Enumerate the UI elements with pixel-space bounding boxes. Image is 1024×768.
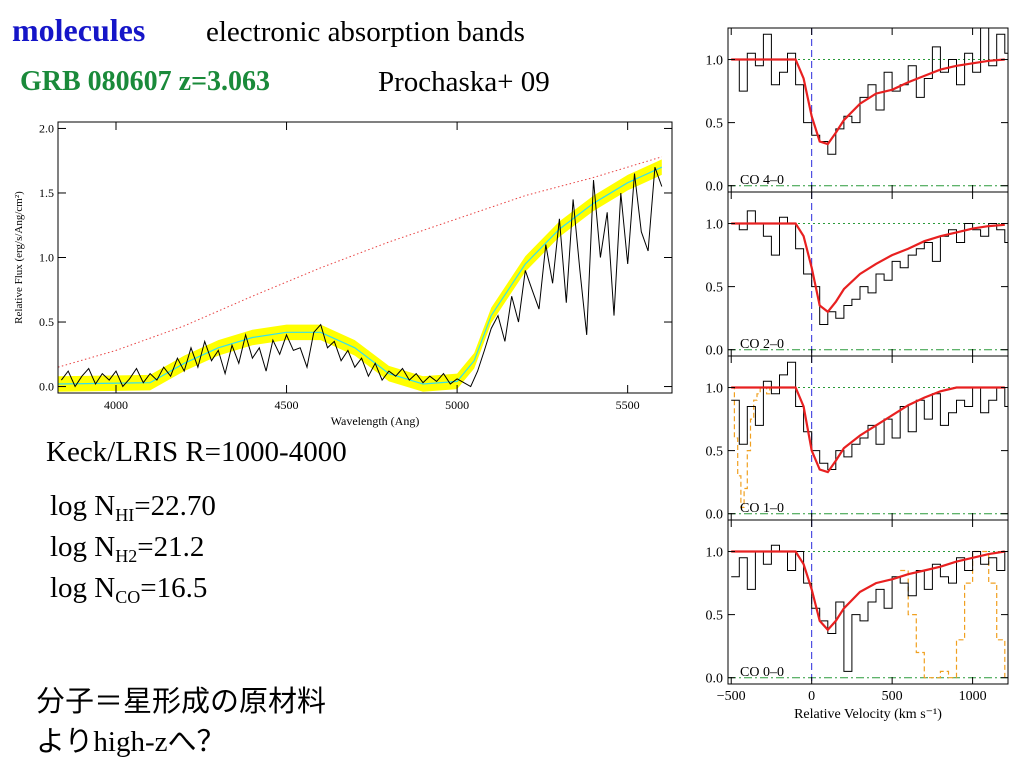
co-panel: 0.0 0.5 1.0 CO 2–0 (706, 191, 1009, 359)
log-sub: H2 (115, 546, 138, 566)
co-panel: 0.0 0.5 1.0 CO 0–0 (706, 519, 1009, 687)
y-tick-label: 0.5 (706, 281, 724, 296)
co-panel-label: CO 1–0 (740, 501, 784, 516)
log-sub: HI (115, 505, 135, 525)
contamination-line (900, 550, 1006, 679)
x-tick-label: 5000 (445, 398, 469, 412)
co-model-line (731, 222, 1005, 314)
log-value: =22.70 (134, 490, 216, 522)
x-axis-label: Relative Velocity (km s⁻¹) (794, 707, 942, 722)
model-band (58, 159, 662, 392)
y-tick-label: 0.5 (39, 315, 54, 329)
co-velocity-panels: 0.0 0.5 1.0 CO 4–0 0.0 0.5 1.0 CO 2–0 0.0 0.5 1.0 C… (706, 27, 1009, 722)
co-model-line (731, 58, 1005, 146)
spectrum-chart: 4000 4500 5000 5500 0.0 0.5 1.0 1.5 2.0 Wavelengt… (13, 121, 673, 428)
jp-mid: high-z (93, 726, 168, 758)
log-nh2-line: log NH2=21.2 (50, 531, 205, 566)
y-tick-label: 0.0 (706, 344, 724, 359)
japanese-note-line1: 分子＝星形成の原材料 (36, 684, 327, 718)
co-panel-label: CO 0–0 (740, 665, 784, 680)
y-tick-label: 0.5 (706, 445, 724, 460)
co-panel-label: CO 2–0 (740, 337, 784, 352)
co-panel-frame (727, 519, 1009, 685)
y-tick-label: 1.0 (706, 382, 724, 397)
log-value: =21.2 (137, 531, 205, 563)
jp-post: へ？ (167, 724, 226, 758)
co-model-line (731, 550, 1005, 632)
x-tick-label: 5500 (616, 398, 640, 412)
title-subtitle: electronic absorption bands (206, 16, 525, 48)
y-tick-label: 1.0 (706, 218, 724, 233)
log-sub: CO (115, 587, 141, 607)
log-value: =16.5 (140, 572, 208, 604)
instrument-label: Keck/LRIS R=1000-4000 (46, 436, 347, 468)
co-panel-frame (727, 27, 1009, 193)
y-tick-label: 0.5 (706, 609, 724, 624)
x-tick-label: 4500 (275, 398, 299, 412)
log-prefix: log N (50, 490, 116, 522)
x-tick-label: −500 (717, 689, 746, 704)
co-panel: 0.0 0.5 1.0 CO 1–0 (706, 355, 1009, 523)
log-prefix: log N (50, 531, 116, 563)
log-prefix: log N (50, 572, 116, 604)
y-tick-label: 0.5 (706, 117, 724, 132)
y-tick-label: 1.5 (39, 186, 54, 200)
contamination-line (731, 386, 780, 508)
x-tick-label: 500 (882, 689, 903, 704)
continuum-line (57, 156, 662, 368)
co-data-histogram (731, 27, 1008, 155)
co-data-histogram (731, 210, 1008, 325)
japanese-note-line2: よりhigh-zへ？ (36, 718, 226, 760)
co-plot-area: 0.0 0.5 1.0 CO 4–0 0.0 0.5 1.0 CO 2–0 0.0 0.5 1.0 C… (706, 27, 1009, 722)
y-tick-label: 0.0 (706, 180, 724, 195)
co-model-line (731, 386, 1005, 474)
y-tick-label: 1.0 (706, 54, 724, 69)
reference-label: Prochaska+ 09 (378, 66, 550, 98)
model-line (57, 166, 663, 385)
co-panel-label: CO 4–0 (740, 173, 784, 188)
jp-pre: より (36, 724, 94, 758)
y-tick-label: 1.0 (706, 546, 724, 561)
object-label: GRB 080607 z=3.063 (20, 66, 271, 97)
co-data-histogram (731, 361, 1008, 470)
co-data-histogram (731, 544, 1008, 672)
y-tick-label: 0.0 (706, 672, 724, 687)
y-tick-label: 0.0 (39, 380, 54, 394)
title-word: molecules (12, 12, 146, 48)
y-axis-label: Relative Flux (erg/s/Ang/cm²) (13, 191, 25, 324)
x-tick-label: 4000 (104, 398, 128, 412)
x-tick-label: 1000 (959, 689, 987, 704)
co-panel: 0.0 0.5 1.0 CO 4–0 (706, 27, 1009, 195)
y-tick-label: 1.0 (39, 251, 54, 265)
log-nco-line: log NCO=16.5 (50, 572, 208, 607)
co-panel-frame (727, 191, 1009, 357)
log-nhi-line: log NHI=22.70 (50, 490, 216, 525)
y-tick-label: 0.0 (706, 508, 724, 523)
x-tick-label: 0 (808, 689, 815, 704)
y-tick-label: 2.0 (39, 121, 54, 135)
x-axis-label: Wavelength (Ang) (331, 414, 420, 428)
spectrum-plot-area: 4000 4500 5000 5500 0.0 0.5 1.0 1.5 2.0 Wavelengt… (13, 121, 673, 428)
flux-line (61, 167, 663, 388)
